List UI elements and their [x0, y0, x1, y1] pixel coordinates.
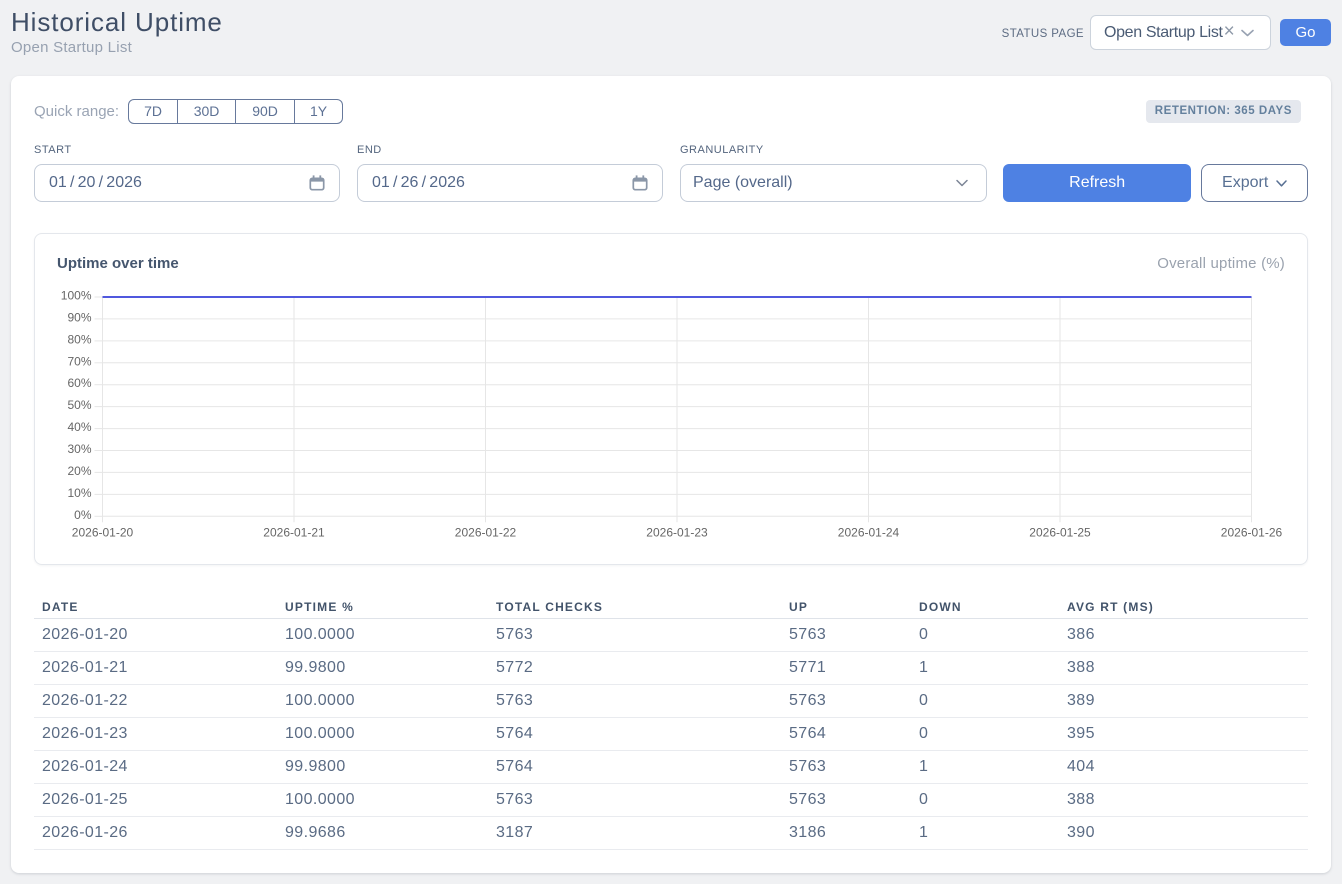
svg-text:80%: 80%: [67, 332, 91, 346]
svg-text:40%: 40%: [67, 420, 91, 434]
svg-text:2026-01-22: 2026-01-22: [455, 525, 517, 539]
svg-text:90%: 90%: [67, 310, 91, 324]
svg-text:70%: 70%: [67, 354, 91, 368]
svg-text:20%: 20%: [67, 464, 91, 478]
svg-text:50%: 50%: [67, 398, 91, 412]
svg-text:100%: 100%: [61, 289, 92, 303]
svg-text:60%: 60%: [67, 376, 91, 390]
svg-text:2026-01-21: 2026-01-21: [263, 525, 325, 539]
svg-text:2026-01-26: 2026-01-26: [1221, 525, 1283, 539]
svg-text:30%: 30%: [67, 442, 91, 456]
svg-text:2026-01-25: 2026-01-25: [1029, 525, 1091, 539]
svg-text:0%: 0%: [74, 508, 92, 522]
svg-text:2026-01-23: 2026-01-23: [646, 525, 708, 539]
svg-text:10%: 10%: [67, 486, 91, 500]
svg-text:2026-01-24: 2026-01-24: [838, 525, 900, 539]
svg-text:2026-01-20: 2026-01-20: [72, 525, 134, 539]
